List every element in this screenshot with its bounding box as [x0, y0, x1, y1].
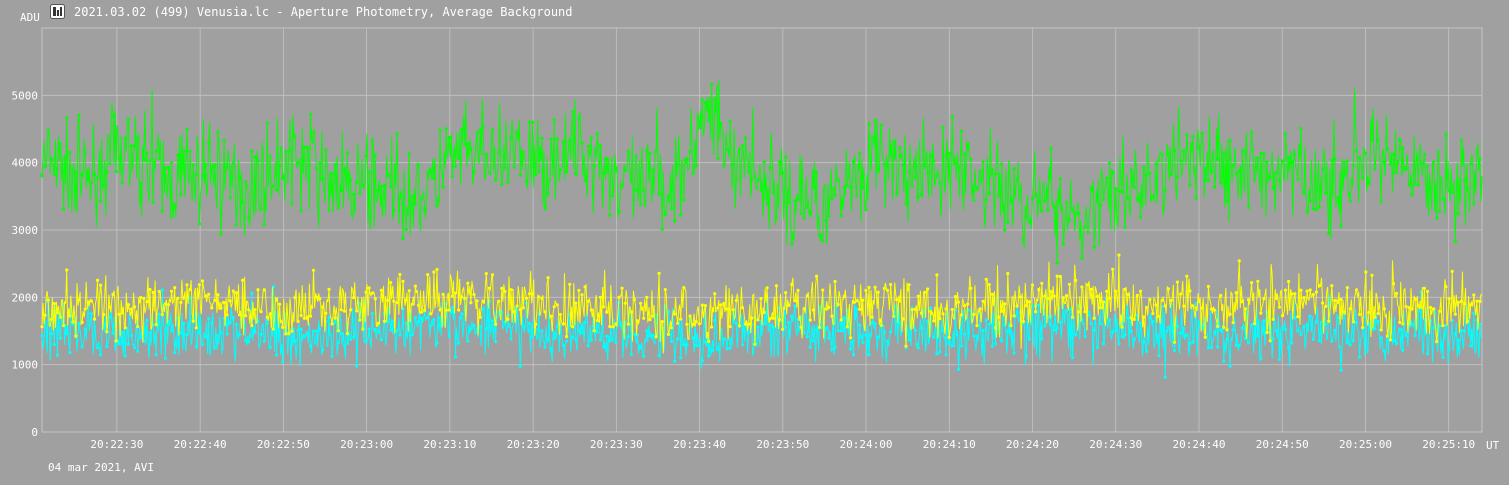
x-tick-label: 20:24:00 — [840, 438, 893, 451]
x-tick-label: 20:23:40 — [673, 438, 726, 451]
window-titlebar: 2021.03.02 (499) Venusia.lc - Aperture P… — [50, 4, 573, 19]
series-line — [41, 286, 1483, 378]
series-line — [41, 255, 1483, 354]
x-tick-label: 20:23:10 — [423, 438, 476, 451]
footer-date-label: 04 mar 2021, AVI — [48, 461, 154, 474]
x-tick-label: 20:22:50 — [257, 438, 310, 451]
x-tick-label: 20:25:00 — [1339, 438, 1392, 451]
x-tick-label: 20:24:30 — [1089, 438, 1142, 451]
x-tick-label: 20:23:30 — [590, 438, 643, 451]
y-tick-label: 1000 — [12, 359, 39, 372]
x-tick-label: 20:24:10 — [923, 438, 976, 451]
x-tick-label: 20:22:40 — [174, 438, 227, 451]
lightcurve-app-icon — [50, 4, 65, 19]
y-tick-label: 5000 — [12, 89, 39, 102]
x-tick-label: 20:23:20 — [507, 438, 560, 451]
y-tick-label: 3000 — [12, 224, 39, 237]
x-tick-label: 20:25:10 — [1422, 438, 1475, 451]
x-tick-label: 20:24:40 — [1173, 438, 1226, 451]
window-title: 2021.03.02 (499) Venusia.lc - Aperture P… — [74, 4, 573, 19]
x-axis-unit: UT — [1486, 439, 1500, 452]
x-tick-label: 20:22:30 — [90, 438, 143, 451]
x-tick-label: 20:23:00 — [340, 438, 393, 451]
y-tick-label: 4000 — [12, 157, 39, 170]
y-axis-label: ADU — [20, 11, 40, 24]
x-tick-label: 20:23:50 — [756, 438, 809, 451]
y-tick-label: 2000 — [12, 291, 39, 304]
x-tick-label: 20:24:20 — [1006, 438, 1059, 451]
x-tick-label: 20:24:50 — [1256, 438, 1309, 451]
series-line — [41, 79, 1483, 264]
y-tick-label: 0 — [31, 426, 38, 439]
